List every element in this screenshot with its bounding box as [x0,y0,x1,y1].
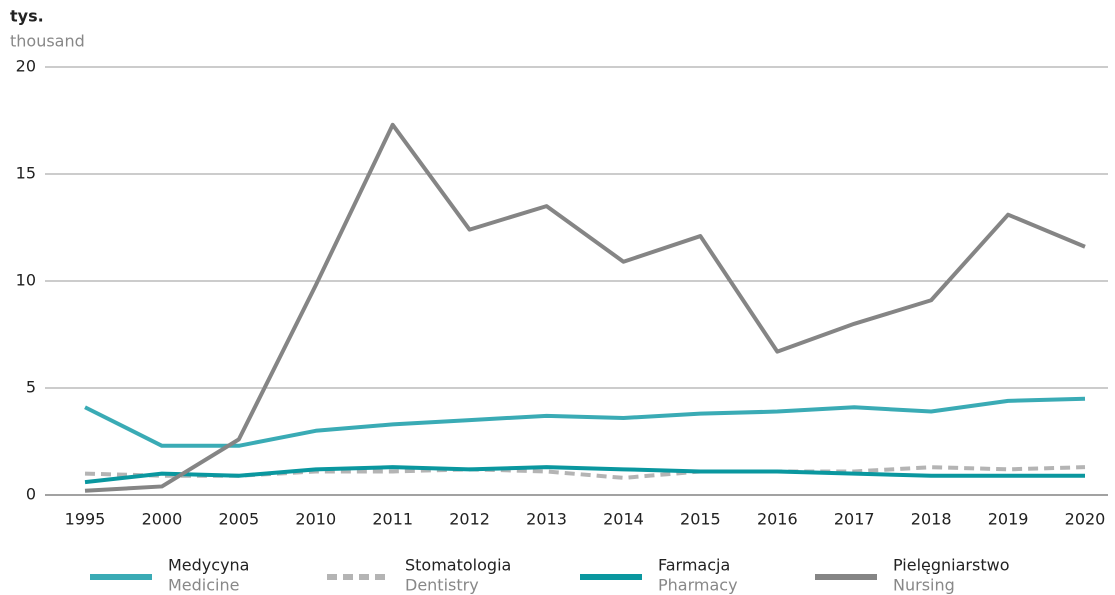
x-tick-label: 2018 [911,510,952,529]
legend-label: Medycyna [168,556,249,575]
series-line [84,396,1086,448]
legend-label-en: Dentistry [405,576,479,595]
y-axis-label: tys. [10,7,44,26]
y-tick-label: 20 [16,57,36,76]
legend-label-en: Medicine [168,576,239,595]
x-tick-label: 2000 [142,510,183,529]
series-line [84,122,1086,493]
series-line [84,465,1085,485]
x-tick-label: 2020 [1065,510,1106,529]
y-tick-label: 5 [26,378,36,397]
x-tick-label: 2014 [603,510,644,529]
y-tick-label: 0 [26,485,36,504]
x-tick-label: 2016 [757,510,798,529]
x-tick-label: 2010 [295,510,336,529]
y-tick-label: 15 [16,164,36,183]
x-tick-label: 2015 [680,510,721,529]
y-axis-label-en: thousand [10,32,85,51]
x-tick-label: 2017 [834,510,875,529]
legend-label: Pielęgniarstwo [893,556,1009,575]
x-tick-label: 1995 [65,510,106,529]
x-tick-label: 2011 [372,510,413,529]
x-tick-label: 2019 [988,510,1029,529]
y-tick-label: 10 [16,271,36,290]
legend-label: Stomatologia [405,556,511,575]
legend-label-en: Nursing [893,576,955,595]
x-tick-label: 2005 [218,510,259,529]
x-tick-label: 2013 [526,510,567,529]
legend-label-en: Pharmacy [658,576,738,595]
x-tick-label: 2012 [449,510,490,529]
legend-label: Farmacja [658,556,730,575]
